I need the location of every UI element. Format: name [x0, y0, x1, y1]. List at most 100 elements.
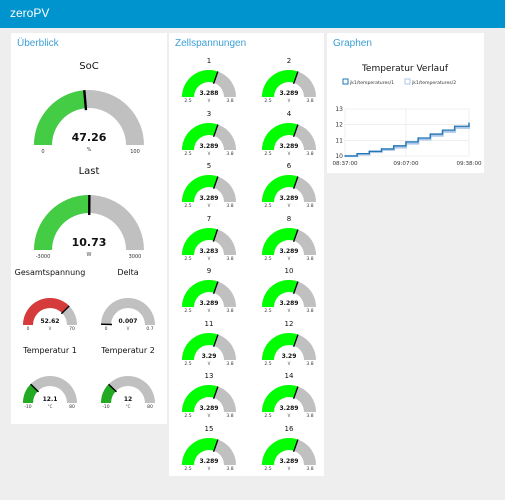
gauge-max: 3.8	[306, 203, 313, 209]
gauge-unit: %	[87, 147, 92, 153]
gauge-label: 2	[287, 57, 291, 65]
gauge-delta: Delta 0.007 V 0 0.7	[89, 261, 167, 336]
gauge-value: 3.289	[200, 405, 219, 412]
gauge-unit: V	[288, 98, 291, 103]
gauge-min: -3000	[36, 254, 51, 260]
cell-gauge-5: 5 3.289 V 2.5 3.8	[173, 156, 245, 209]
gauge-max: 3.8	[306, 98, 313, 104]
gauge-value: 3.289	[280, 195, 299, 202]
gauge-svg: Last 10.73 W -3000 3000	[34, 166, 144, 260]
gauge-label: 14	[285, 372, 294, 380]
gauge-max: 3.8	[226, 361, 233, 367]
gauge-needle	[293, 386, 299, 399]
cell-gauge-4: 4 3.289 V 2.5 3.8	[253, 104, 325, 157]
gauge-needle	[60, 305, 70, 315]
gauge-unit: °C	[126, 404, 131, 409]
cell-gauge-13: 13 3.289 V 2.5 3.8	[173, 366, 245, 419]
group-title-cell-voltages: Zellspannungen	[175, 38, 247, 49]
gauge-needle	[212, 228, 219, 242]
gauge-label: 4	[287, 110, 292, 118]
gauge-svg: 12 3.29V 2.5 3.8	[262, 320, 316, 367]
y-tick-label: 12	[335, 122, 343, 129]
gauge-temperatur-1: Temperatur 1 12.1 °C -10 80	[11, 339, 89, 414]
gauge-needle	[293, 176, 299, 189]
series-point	[454, 125, 456, 127]
gauge-unit: V	[288, 256, 291, 261]
x-tick-label: 09:38:00	[456, 161, 482, 167]
group-cell-voltages: Zellspannungen 1 3.288 V 2.5 3.8 2 3.289 V 2.5 3.…	[169, 33, 324, 476]
gauge-value: 3.289	[200, 300, 219, 307]
app-title: zeroPV	[10, 6, 50, 20]
gauge-max: 100	[130, 149, 140, 155]
gauge-max: 3.8	[226, 151, 233, 157]
gauge-label: 13	[205, 372, 214, 380]
gauge-svg: Gesamtspannung 52.62V 0 70	[15, 268, 86, 332]
gauge-fill	[262, 332, 298, 360]
legend-swatch	[404, 78, 411, 85]
gauge-fill	[182, 332, 218, 360]
gauge-last: Last 10.73 W -3000 3000	[14, 158, 164, 278]
cell-gauge-2: 2 3.289 V 2.5 3.8	[253, 51, 325, 104]
gauge-fill	[262, 122, 298, 150]
gauge-min: 2.5	[184, 151, 191, 157]
gauge-unit: °C	[48, 404, 53, 409]
gauge-value: 12.1	[43, 396, 58, 403]
gauge-unit: V	[288, 466, 291, 471]
gauge-needle	[213, 438, 219, 452]
gauge-value: 47.26	[72, 131, 107, 144]
gauge-min: 0	[105, 326, 108, 332]
gauge-unit: V	[208, 203, 211, 208]
series-point	[368, 150, 371, 152]
gauge-value: 3.288	[200, 90, 219, 97]
series-point	[393, 145, 395, 147]
gauge-fill	[262, 437, 298, 465]
gauge-label: Delta	[117, 268, 138, 277]
gauge-label: 5	[207, 162, 211, 170]
gauge-label: 12	[285, 320, 294, 328]
gauge-fill	[182, 122, 218, 150]
gauge-value: 3.289	[280, 90, 299, 97]
gauge-min: 2.5	[264, 308, 271, 314]
legend-label: jk1/temperatures/2	[411, 80, 456, 86]
x-tick-label: 08:37:00	[332, 161, 358, 167]
gauge-svg: Temperatur 2 12°C -10 80	[100, 346, 155, 410]
series-point	[429, 133, 432, 135]
gauge-needle	[30, 383, 40, 393]
gauge-value: 3.289	[280, 248, 299, 255]
gauge-label: 1	[207, 57, 211, 65]
gauge-max: 3.8	[226, 308, 233, 314]
gauge-fill	[182, 437, 218, 465]
group-title-overview: Überblick	[17, 38, 59, 49]
gauge-min: 2.5	[184, 466, 191, 472]
gauge-needle	[293, 438, 299, 452]
cell-gauge-3: 3 3.289 V 2.5 3.8	[173, 104, 245, 157]
gauge-value: 52.62	[41, 318, 60, 325]
gauge-needle	[213, 386, 219, 399]
gauge-label: Temperatur 1	[22, 346, 77, 355]
temperature-chart-svg: Temperatur Verlauf jk1/temperatures/1 jk1/…	[332, 64, 482, 167]
gauge-label: 16	[285, 425, 294, 433]
gauge-unit: V	[288, 361, 291, 366]
gauge-value: 3.289	[280, 458, 299, 465]
gauge-value: 3.29	[202, 353, 217, 360]
gauge-fill	[262, 70, 298, 97]
gauge-fill	[262, 227, 298, 255]
series-point	[356, 152, 358, 155]
temperature-chart: Temperatur Verlauf jk1/temperatures/1 jk1/…	[327, 53, 484, 173]
gauge-unit: W	[87, 252, 92, 258]
gauge-min: 2.5	[184, 256, 191, 262]
gauge-max: 3000	[129, 254, 142, 260]
gauge-min: 2.5	[264, 98, 271, 104]
gauge-min: 2.5	[184, 308, 191, 314]
series-line-1	[345, 123, 470, 157]
cell-gauge-10: 10 3.289 V 2.5 3.8	[253, 261, 325, 314]
gauge-track	[101, 376, 155, 403]
gauge-label: 7	[207, 215, 211, 223]
gauge-label: 3	[207, 110, 211, 118]
gauge-value: 3.289	[280, 405, 299, 412]
